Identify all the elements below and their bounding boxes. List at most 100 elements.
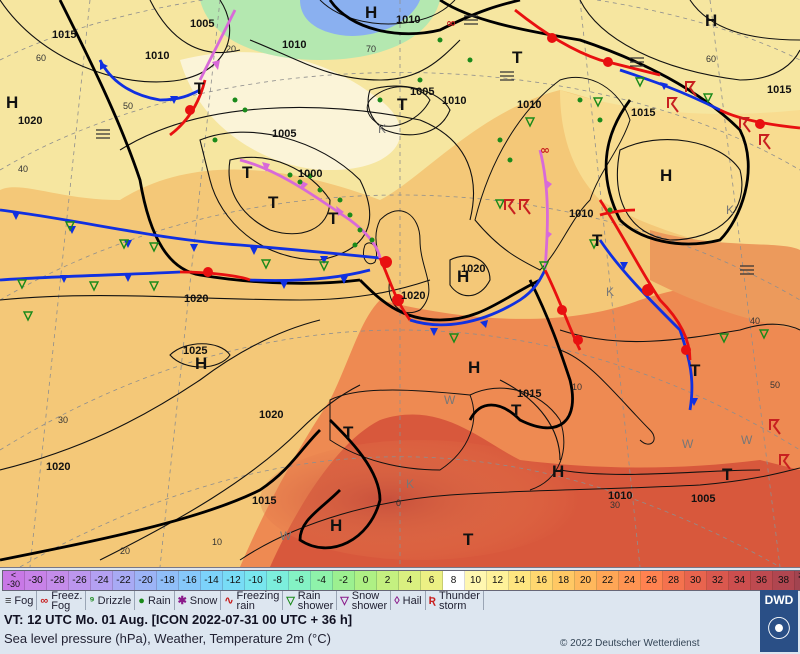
wave-icon: ⦿ <box>767 616 791 643</box>
scale-cell: 32 <box>707 571 729 590</box>
scale-cell: 20 <box>575 571 597 590</box>
high-marker: H <box>330 516 342 535</box>
low-marker: T <box>592 231 603 250</box>
low-marker: T <box>328 209 339 228</box>
graticule-label: 30 <box>610 500 620 510</box>
graticule-label: 50 <box>123 101 133 111</box>
legend-panel: < -30 -30 -28 -26 -24 -22 -20 -18 -16 -14 -12 -10 -8… <box>0 567 800 654</box>
fog-symbols <box>96 15 754 275</box>
temperature-zone-cool <box>180 52 401 171</box>
weather-legend-label: Rain shower <box>297 589 334 612</box>
cold-marker: K <box>378 122 386 136</box>
weather-legend-label: Freez. Fog <box>51 589 83 612</box>
weather-symbol-icon: ◊ <box>394 594 400 607</box>
pressure-label: 1010 <box>517 99 541 111</box>
scale-cell: 24 <box>619 571 641 590</box>
high-marker: H <box>552 462 564 481</box>
pressure-label: 1020 <box>461 263 485 275</box>
valid-time: VT: 12 UTC Mo. 01 Aug. [ICON 2022-07-31 … <box>4 612 353 627</box>
cold-marker: K <box>726 203 734 217</box>
high-marker: H <box>468 358 480 377</box>
scale-cell: ≥40 °C <box>795 571 800 590</box>
pressure-label: 1010 <box>608 490 632 502</box>
weather-symbol-legend: ≡ Fog ∞ Freez. Fog ⁹ Drizzle ● Rain ✱ Snow ∿ Freezi… <box>2 589 757 612</box>
pressure-label: 1005 <box>272 128 296 140</box>
weather-legend-item: Ʀ Thunder storm <box>426 589 484 612</box>
weather-legend-item: ▽ Rain shower <box>283 589 338 612</box>
temperature-zone-mild <box>0 0 800 200</box>
warm-marker: W <box>741 433 753 447</box>
pressure-label: 1010 <box>442 95 466 107</box>
scale-cell: -30 <box>25 571 47 590</box>
temperature-zone-east-warm <box>650 230 800 330</box>
pressure-label: 1020 <box>401 290 425 302</box>
cold-marker: K <box>406 477 414 491</box>
pressure-label: 1020 <box>46 461 70 473</box>
warm-fronts <box>169 8 800 361</box>
scale-cell: 22 <box>597 571 619 590</box>
scale-cell: -16 <box>179 571 201 590</box>
weather-legend-label: Snow <box>189 594 218 607</box>
pressure-label: 1000 <box>298 168 322 180</box>
scale-cell: -4 <box>311 571 333 590</box>
weather-legend-item: ⁹ Drizzle <box>86 591 136 610</box>
temperature-zone-sahara <box>260 440 580 560</box>
thunderstorm-symbols <box>504 81 791 470</box>
scale-cell: 28 <box>663 571 685 590</box>
pressure-label: 1025 <box>183 345 207 357</box>
high-marker: H <box>457 267 469 286</box>
warm-marker: W <box>280 529 292 543</box>
rain-symbols <box>212 37 613 248</box>
pressure-label: 1020 <box>259 409 283 421</box>
pressure-label: 1005 <box>691 493 715 505</box>
temperature-zone-greenland <box>300 0 420 36</box>
scale-cell: 18 <box>553 571 575 590</box>
low-marker: T <box>690 361 701 380</box>
cold-marker: K <box>606 285 614 299</box>
pressure-label: 1010 <box>282 39 306 51</box>
high-marker: H <box>365 3 377 22</box>
airmass-markers: K K K K W W W W <box>280 122 753 543</box>
scale-cell: -10 <box>245 571 267 590</box>
scale-cell: -12 <box>223 571 245 590</box>
pressure-label: 1015 <box>252 495 276 507</box>
weather-legend-item: ▽ Snow shower <box>337 590 392 611</box>
rain-shower-symbols <box>16 77 770 344</box>
low-marker: T <box>343 423 354 442</box>
weather-legend-item: ∿ Freezing rain <box>221 590 284 611</box>
scale-cell: -28 <box>47 571 69 590</box>
weather-legend-item: ∞ Freez. Fog <box>37 589 87 612</box>
high-marker: H <box>705 11 717 30</box>
dwd-logo: DWD ⦿ <box>760 590 798 652</box>
copyright: © 2022 Deutscher Wetterdienst <box>560 638 700 649</box>
pressure-label: 1010 <box>145 50 169 62</box>
low-marker: T <box>512 48 523 67</box>
logo-text: DWD <box>764 593 794 607</box>
graticule-label: 20 <box>120 546 130 556</box>
scale-cell: 12 <box>487 571 509 590</box>
high-marker: H <box>195 354 207 373</box>
scale-cell: -8 <box>267 571 289 590</box>
weather-map: ∞∞ 1015 1005 1010 1010 1005 1010 1010 10… <box>0 0 800 567</box>
low-marker: T <box>268 193 279 212</box>
graticule-labels: 60 50 40 30 20 10 0 70 30 20 10 40 50 60 <box>18 44 780 556</box>
weather-symbol-icon: ▽ <box>286 595 295 607</box>
scale-cell: 14 <box>509 571 531 590</box>
pressure-label: 1020 <box>184 293 208 305</box>
weather-legend-label: Thunder storm <box>438 589 480 612</box>
scale-cell: 10 <box>465 571 487 590</box>
scale-cell: 38 <box>773 571 795 590</box>
low-marker: T <box>397 95 408 114</box>
weather-symbol-icon: ∿ <box>224 595 234 607</box>
scale-cell: -24 <box>91 571 113 590</box>
scale-cell: 36 <box>751 571 773 590</box>
pressure-label: 1015 <box>767 84 791 96</box>
low-marker: T <box>511 401 522 420</box>
graticule-label: 20 <box>226 44 236 54</box>
graticule-label: 60 <box>706 54 716 64</box>
scale-cell: -22 <box>113 571 135 590</box>
graticule-label: 60 <box>36 53 46 63</box>
pressure-label: 1015 <box>517 388 541 400</box>
high-marker: H <box>6 93 18 112</box>
